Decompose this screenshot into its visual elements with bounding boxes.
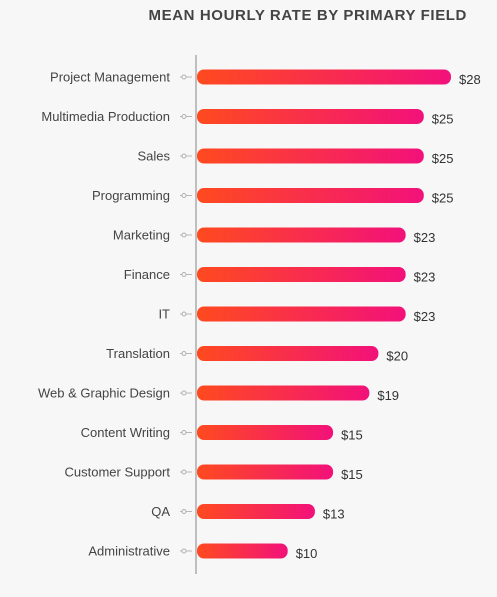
value-label: $23 (414, 309, 436, 324)
category-label: Translation (106, 346, 170, 361)
tick-marker (181, 509, 187, 514)
bar (197, 425, 334, 440)
category-label: Finance (124, 267, 170, 282)
category-label: IT (158, 307, 170, 322)
category-label: Content Writing (81, 425, 170, 440)
tick-marker (181, 74, 187, 80)
category-label: Administrative (88, 544, 170, 559)
bar (197, 109, 424, 124)
category-label: Web & Graphic Design (38, 386, 170, 401)
tick-marker (181, 430, 187, 435)
value-label: $19 (377, 388, 399, 403)
bar (197, 267, 406, 282)
tick-marker (181, 272, 187, 277)
category-label: Multimedia Production (41, 109, 170, 124)
bar (197, 188, 424, 203)
bar (197, 504, 315, 519)
value-label: $25 (432, 151, 454, 166)
category-label: Marketing (113, 228, 170, 243)
category-label: Programming (92, 188, 170, 203)
tick-marker (181, 153, 187, 159)
tick-marker (181, 311, 187, 317)
bar (197, 69, 451, 85)
value-label: $25 (432, 112, 454, 127)
tick-marker (181, 390, 187, 396)
category-label: QA (151, 504, 170, 519)
tick-marker (181, 114, 187, 119)
value-label: $20 (386, 349, 408, 364)
value-label: $23 (414, 230, 436, 245)
value-label: $28 (459, 72, 481, 87)
bar (197, 464, 334, 480)
category-label: Customer Support (65, 465, 171, 480)
bar (197, 346, 379, 361)
value-label: $23 (414, 270, 436, 285)
category-label: Project Management (50, 70, 170, 85)
tick-marker (181, 469, 187, 475)
chart-title: MEAN HOURLY RATE BY PRIMARY FIELD (148, 7, 467, 24)
category-label: Sales (137, 149, 170, 164)
bar (197, 543, 288, 559)
tick-marker (181, 548, 187, 554)
value-label: $10 (296, 546, 318, 561)
tick-marker (181, 232, 187, 238)
value-label: $13 (323, 507, 345, 522)
value-label: $15 (341, 428, 363, 443)
bar (197, 306, 406, 322)
value-label: $25 (432, 191, 454, 206)
tick-marker (181, 351, 187, 356)
value-label: $15 (341, 467, 363, 482)
bar (197, 385, 370, 401)
bar (197, 148, 424, 164)
tick-marker (181, 193, 187, 198)
bar (197, 227, 406, 243)
